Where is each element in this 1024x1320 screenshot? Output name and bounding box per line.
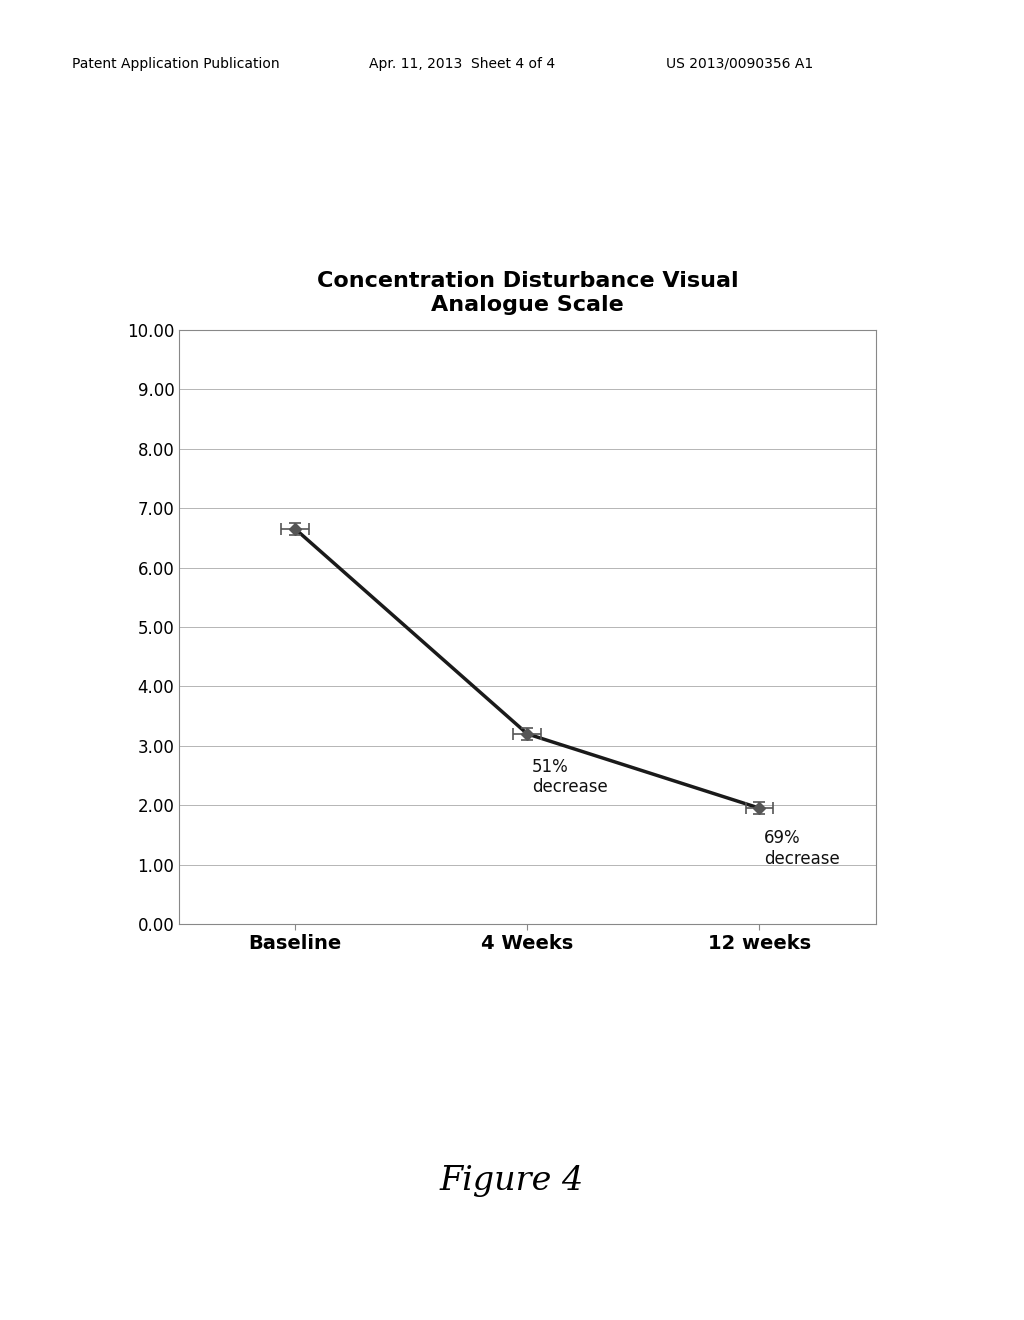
Title: Concentration Disturbance Visual
Analogue Scale: Concentration Disturbance Visual Analogu… bbox=[316, 272, 738, 314]
Text: Patent Application Publication: Patent Application Publication bbox=[72, 57, 280, 71]
Text: US 2013/0090356 A1: US 2013/0090356 A1 bbox=[666, 57, 813, 71]
Text: Apr. 11, 2013  Sheet 4 of 4: Apr. 11, 2013 Sheet 4 of 4 bbox=[369, 57, 555, 71]
Text: Figure 4: Figure 4 bbox=[440, 1166, 584, 1197]
Text: 69%
decrease: 69% decrease bbox=[764, 829, 840, 867]
Text: 51%
decrease: 51% decrease bbox=[532, 758, 608, 796]
